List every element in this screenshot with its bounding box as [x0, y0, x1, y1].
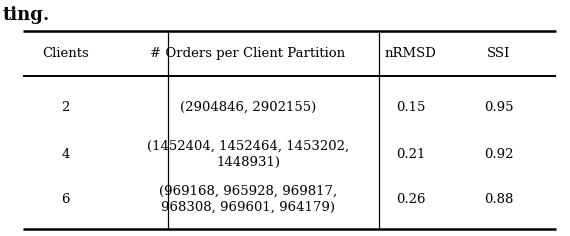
Text: 0.92: 0.92 [484, 148, 514, 161]
Text: 0.15: 0.15 [396, 101, 425, 114]
Text: 0.88: 0.88 [484, 193, 514, 206]
Text: (969168, 965928, 969817,
968308, 969601, 964179): (969168, 965928, 969817, 968308, 969601,… [159, 185, 337, 214]
Text: 4: 4 [62, 148, 70, 161]
Text: 0.21: 0.21 [396, 148, 425, 161]
Text: 0.95: 0.95 [484, 101, 514, 114]
Text: # Orders per Client Partition: # Orders per Client Partition [150, 46, 345, 60]
Text: ting.: ting. [3, 6, 50, 24]
Text: (2904846, 2902155): (2904846, 2902155) [180, 101, 316, 114]
Text: 0.26: 0.26 [396, 193, 425, 206]
Text: Clients: Clients [42, 46, 89, 60]
Text: nRMSD: nRMSD [384, 46, 437, 60]
Text: 2: 2 [62, 101, 70, 114]
Text: (1452404, 1452464, 1453202,
1448931): (1452404, 1452464, 1453202, 1448931) [147, 140, 349, 169]
Text: SSI: SSI [487, 46, 511, 60]
Text: 6: 6 [62, 193, 70, 206]
